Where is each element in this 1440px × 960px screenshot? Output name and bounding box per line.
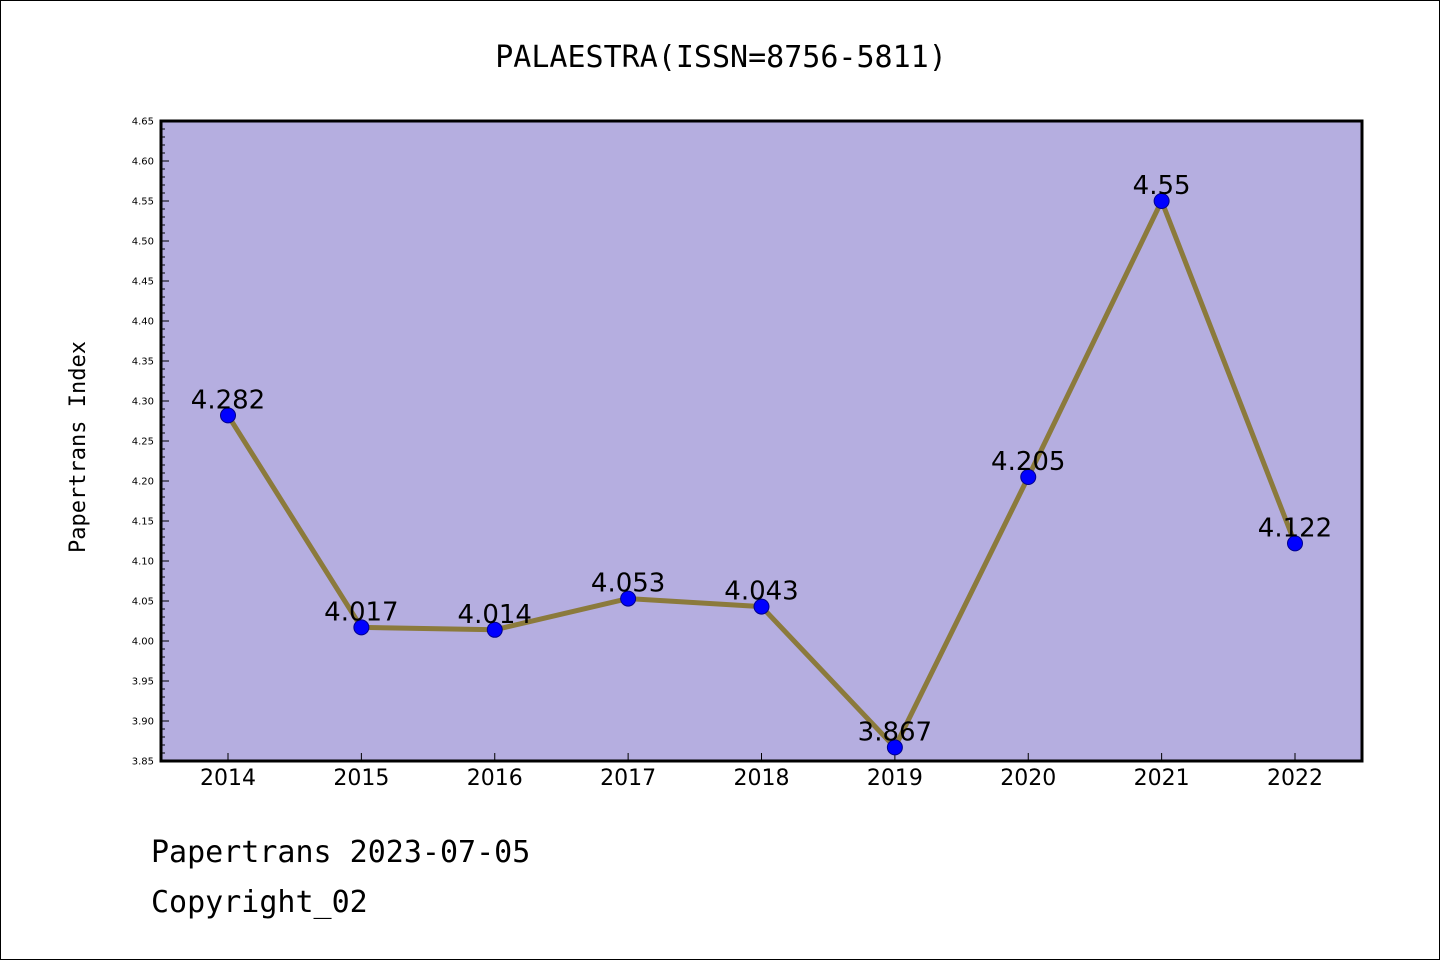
y-tick-label: 4.50 [132,237,154,248]
y-tick-label: 3.85 [132,757,154,768]
data-label: 4.043 [724,577,798,607]
data-point [1287,535,1303,552]
data-label: 4.053 [591,569,665,599]
footer-date: Papertrans 2023-07-05 [151,835,531,870]
y-tick-label: 4.05 [132,597,154,608]
data-point [353,619,370,636]
y-tick-label: 3.95 [132,677,154,688]
data-point [1020,469,1037,485]
data-label: 3.867 [858,717,932,747]
x-tick-label: 2016 [467,766,523,791]
x-tick-label: 2014 [200,766,256,791]
data-label: 4.122 [1258,513,1332,543]
data-point [886,739,903,756]
data-point [1153,193,1170,209]
y-tick-label: 4.35 [132,357,154,368]
data-point [753,598,770,615]
data-point [620,590,637,607]
y-tick-label: 4.65 [132,117,154,128]
markers-group [220,193,1303,756]
y-tick-label: 4.15 [132,517,154,528]
data-label: 4.017 [324,597,398,627]
plot-border [159,119,1364,763]
x-tick-label: 2018 [734,766,790,791]
y-tick-label: 4.10 [132,557,154,568]
y-tick-label: 4.45 [132,277,154,288]
y-tick-label: 4.60 [132,157,154,168]
x-tick-label: 2022 [1267,766,1323,791]
data-label: 4.205 [991,447,1065,477]
data-label: 4.014 [458,600,532,630]
data-labels-group: 4.282 4.017 4.014 4.053 4.043 3.867 4.205 4.55 4… [191,171,1332,747]
data-point [220,407,236,424]
y-tick-label: 4.55 [132,197,154,208]
y-tick-label: 4.40 [132,317,154,328]
y-tick-label: 4.25 [132,437,154,448]
data-point [486,621,503,638]
y-tick-label: 4.30 [132,397,154,408]
y-axis-label: Papertrans Index [66,341,91,553]
x-tick-label: 2017 [600,766,656,791]
x-axis: 2014 2015 2016 2017 2018 2019 2020 2021 2022 [200,753,1323,791]
footer-copyright: Copyright_02 [151,885,368,920]
x-tick-label: 2020 [1000,766,1056,791]
y-tick-label: 3.90 [132,717,154,728]
x-tick-label: 2015 [333,766,389,791]
data-label: 4.282 [191,385,265,415]
y-tick-label: 4.20 [132,477,154,488]
data-label: 4.55 [1133,171,1191,201]
x-tick-label: 2021 [1134,766,1190,791]
y-tick-label: 4.00 [132,637,154,648]
x-tick-label: 2019 [867,766,923,791]
chart-title: PALAESTRA(ISSN=8756-5811) [495,40,947,75]
plot-area [161,121,1362,761]
